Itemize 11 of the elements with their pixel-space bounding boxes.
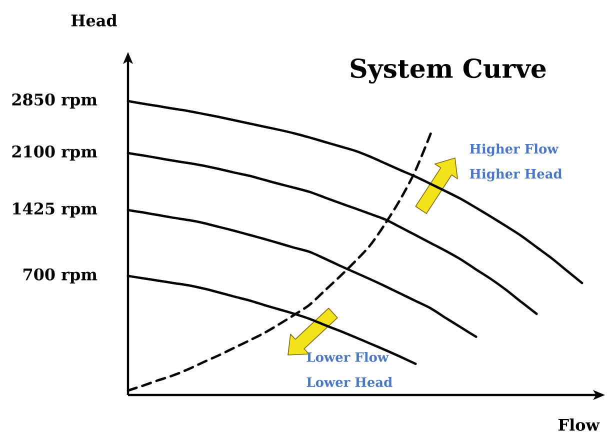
annotation: Higher Head bbox=[470, 168, 562, 182]
annotation: Higher Flow bbox=[470, 144, 559, 156]
chart-title: System Curve bbox=[350, 58, 546, 84]
series-label: 2100 rpm bbox=[12, 146, 98, 161]
annotation: Lower Head bbox=[306, 376, 392, 387]
series-label: 1425 rpm bbox=[13, 202, 98, 218]
x-axis-title: Flow bbox=[558, 418, 600, 431]
series-label: 2850 rpm bbox=[12, 94, 98, 109]
series-label: 700 rpm bbox=[24, 268, 98, 284]
y-axis-title: Head bbox=[71, 14, 117, 26]
annotation: Lower Flow bbox=[306, 352, 389, 362]
